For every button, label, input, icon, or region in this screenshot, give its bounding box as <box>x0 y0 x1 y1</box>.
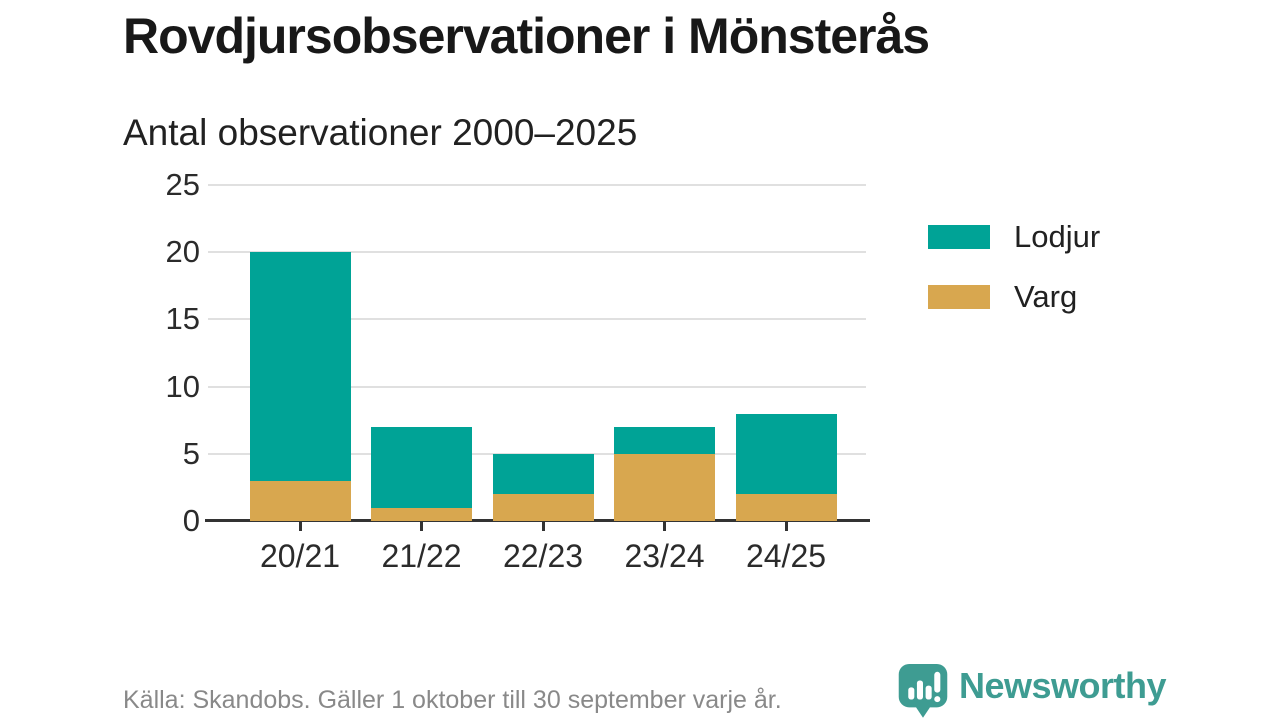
y-tick-label: 25 <box>165 167 200 202</box>
plot-area: 0 5 10 15 20 25 20/21 21/22 22/23 23/24 24/25 <box>166 167 870 574</box>
x-tick-label: 21/22 <box>381 538 462 574</box>
bar-segment-lodjur <box>614 426 715 454</box>
x-axis-tick <box>784 521 788 531</box>
gridline-20 <box>208 251 866 254</box>
x-tick-label: 20/21 <box>259 538 341 574</box>
chart-title: Rovdjursobservationer i Mönsterås <box>123 8 930 64</box>
x-axis-tick <box>420 521 423 531</box>
legend-swatch-varg <box>928 285 990 309</box>
gridline-10 <box>208 385 866 388</box>
legend-swatch-lodjur <box>928 225 990 249</box>
newsworthy-logo: Newsworthy <box>897 662 1167 718</box>
newsworthy-logo-text: Newsworthy <box>959 665 1167 706</box>
bar-segment-lodjur <box>492 453 594 495</box>
legend-label-lodjur: Lodjur <box>1014 219 1101 254</box>
legend-item-lodjur: Lodjur <box>928 219 1100 255</box>
y-tick-label: 10 <box>165 368 200 404</box>
x-tick-label: 23/24 <box>624 538 705 574</box>
bar-segment-varg <box>249 480 351 521</box>
chart-subtitle: Antal observationer 2000–2025 <box>123 112 638 153</box>
bar-segment-lodjur <box>735 413 837 495</box>
source-note: Källa: Skandobs. Gäller 1 oktober till 3… <box>123 686 782 714</box>
bar-segment-lodjur <box>249 252 351 481</box>
newsworthy-logo-icon <box>898 664 948 718</box>
bar-segment-varg <box>735 494 837 521</box>
y-tick-label: 20 <box>165 234 200 270</box>
legend-item-varg: Varg <box>928 279 1100 315</box>
x-tick-label: 24/25 <box>745 538 827 574</box>
y-tick-label: 5 <box>182 435 200 471</box>
x-axis-tick <box>663 521 666 531</box>
bar-segment-varg <box>371 507 472 521</box>
y-tick-label: 0 <box>182 503 200 538</box>
bar-segment-varg <box>614 453 715 521</box>
gridline-15 <box>208 318 866 321</box>
x-axis-tick <box>541 521 545 531</box>
y-tick-label: 15 <box>165 301 200 337</box>
legend: Lodjur Varg <box>928 219 1100 339</box>
legend-label-varg: Varg <box>1014 279 1078 314</box>
gridline-25 <box>208 184 866 186</box>
bar-segment-varg <box>492 494 594 521</box>
gridline-5 <box>208 452 866 455</box>
x-tick-label: 22/23 <box>502 538 584 574</box>
bar-segment-lodjur <box>371 426 472 508</box>
x-axis-tick <box>298 521 302 531</box>
